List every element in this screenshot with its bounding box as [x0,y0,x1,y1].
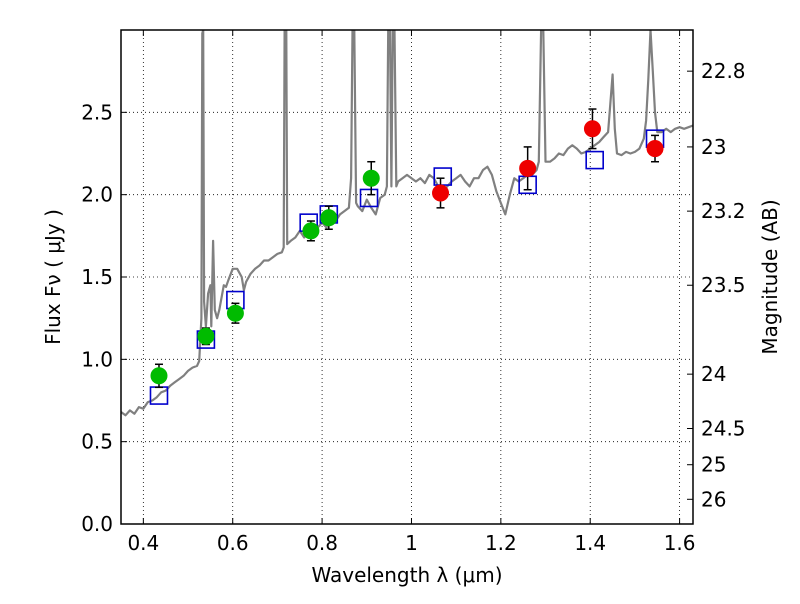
x-axis-title-text: Wavelength λ (μm) [311,563,502,587]
observed-optical-point [362,169,380,187]
x-tick-label: 0.8 [306,531,338,555]
right-axis-title: Magnitude (AB) [758,199,782,354]
y-tick-label: 1.0 [81,347,113,371]
observed-nir-point [583,120,601,138]
x-tick-label: 0.6 [217,531,249,555]
x-tick-label: 1 [405,531,418,555]
x-tick-label: 1.2 [485,531,517,555]
y-tick-label: 0.5 [81,430,113,454]
y-tick-label: 1.5 [81,265,113,289]
right-tick-label: 22.8 [701,59,746,83]
y-tick-label: 2.0 [81,183,113,207]
observed-optical-point [150,367,168,385]
right-tick-label: 24.5 [701,416,746,440]
observed-nir-point [646,140,664,158]
observed-optical-point [197,327,215,345]
observed-optical-point [226,304,244,322]
observed-nir-point [519,159,537,177]
x-axis-title: Wavelength λ (μm) [311,563,502,587]
right-axis-title-text: Magnitude (AB) [758,199,782,354]
model-photometry-square [585,150,604,170]
y-axis-title-text: Flux Fν ( μJy ) [41,209,65,345]
observed-optical-point [302,222,320,240]
y-tick-label: 0.0 [81,512,113,536]
plot-frame [120,29,694,525]
y-tick-label: 2.5 [81,100,113,124]
right-tick-label: 24 [701,362,726,386]
right-tick-label: 26 [701,487,726,511]
right-tick-label: 23.2 [701,199,746,223]
grid-lines [121,30,693,525]
x-tick-label: 1.4 [574,531,606,555]
plot-area [121,30,693,417]
x-tick-label: 0.4 [127,531,159,555]
right-tick-label: 23 [701,135,726,159]
observed-optical-point [320,209,338,227]
axis-ticks: 0.4 0.6 0.8 1 1.2 1.4 1.6 0.0 0.5 1.0 1.5 2.0 2.5 22.… [81,30,746,555]
model-photometry-square [359,188,379,208]
right-tick-label: 23.5 [701,273,746,297]
right-tick-label: 25 [701,453,726,477]
observed-nir-point [432,184,450,202]
x-tick-label: 1.6 [664,531,696,555]
model-sed-line [121,30,693,417]
y-axis-title: Flux Fν ( μJy ) [41,209,65,345]
